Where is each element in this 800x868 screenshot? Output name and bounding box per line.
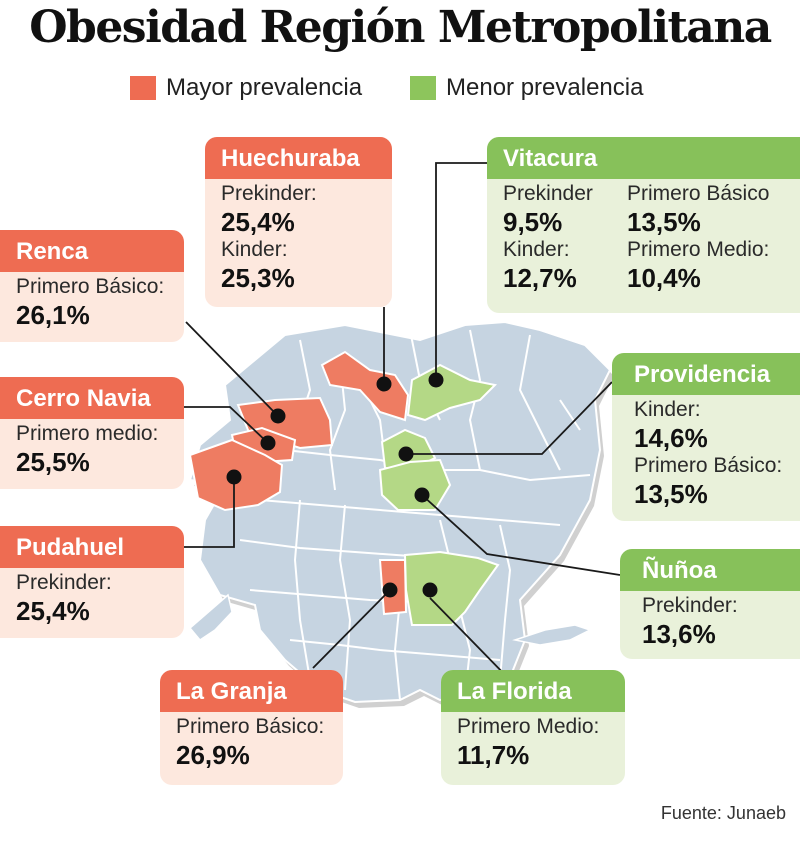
callout-vitacura: Vitacura Prekinder 9,5% Primero Básico 1… — [487, 137, 800, 313]
callout-vitacura-value-1: 9,5% — [503, 207, 563, 237]
legend-item-high: Mayor prevalencia — [130, 74, 362, 102]
connector-la-granja — [312, 589, 391, 669]
callout-huechuraba-value-1: 25,4% — [221, 207, 295, 237]
marker-vitacura — [428, 372, 444, 388]
callout-providencia-label-1: Kinder: — [634, 398, 701, 421]
high-prevalence-communes — [188, 350, 410, 616]
callout-providencia: Providencia Kinder: 14,6% Primero Básico… — [612, 353, 800, 521]
location-markers — [226, 372, 444, 598]
callout-providencia-value-2: 13,5% — [634, 479, 708, 509]
callout-huechuraba: Huechuraba Prekinder: 25,4% Kinder: 25,3… — [205, 137, 392, 307]
callout-la-granja-title: La Granja — [160, 670, 343, 712]
connector-providencia — [406, 381, 613, 455]
marker-renca — [270, 408, 286, 424]
callout-providencia-label-2: Primero Básico: — [634, 454, 783, 477]
callout-nunoa-value: 13,6% — [642, 619, 716, 649]
legend-label-high: Mayor prevalencia — [166, 74, 363, 101]
connector-renca — [185, 321, 279, 417]
river-branch — [188, 593, 233, 641]
callout-vitacura-title: Vitacura — [487, 137, 800, 179]
map-area-la-florida — [403, 550, 500, 626]
callout-providencia-value-1: 14,6% — [634, 423, 708, 453]
callout-cerro-navia-title: Cerro Navia — [0, 377, 184, 419]
callout-cerro-navia-value: 25,5% — [16, 447, 90, 477]
callout-nunoa-label: Prekinder: — [642, 594, 738, 617]
marker-providencia — [398, 446, 414, 462]
callout-huechuraba-label-1: Prekinder: — [221, 182, 317, 205]
callout-vitacura-label-4: Primero Medio: — [627, 238, 770, 261]
callout-vitacura-label-1: Prekinder — [503, 182, 593, 205]
callout-pudahuel-value: 25,4% — [16, 596, 90, 626]
callout-renca-title: Renca — [0, 230, 184, 272]
marker-huechuraba — [376, 376, 392, 392]
callout-providencia-title: Providencia — [612, 353, 800, 395]
legend-swatch-high — [130, 76, 156, 100]
callout-la-florida-label: Primero Medio: — [457, 715, 600, 738]
callout-cerro-navia-label: Primero medio: — [16, 422, 159, 445]
callout-vitacura-value-2: 13,5% — [627, 207, 701, 237]
callout-la-florida: La Florida Primero Medio: 11,7% — [441, 670, 625, 785]
connector-lines — [184, 162, 621, 684]
callout-vitacura-label-3: Kinder: — [503, 238, 570, 261]
callout-la-florida-title: La Florida — [441, 670, 625, 712]
callout-huechuraba-title: Huechuraba — [205, 137, 392, 179]
callout-renca-value: 26,1% — [16, 300, 90, 330]
callout-vitacura-value-4: 10,4% — [627, 263, 701, 293]
legend-label-low: Menor prevalencia — [446, 74, 644, 101]
callout-la-granja: La Granja Primero Básico: 26,9% — [160, 670, 343, 785]
legend-swatch-low — [410, 76, 436, 100]
callout-renca-label: Primero Básico: — [16, 275, 165, 298]
marker-la-granja — [382, 582, 398, 598]
map-area-nunoa — [378, 458, 452, 511]
callout-huechuraba-value-2: 25,3% — [221, 263, 295, 293]
connector-cerro-navia — [184, 406, 269, 444]
connector-nunoa — [421, 494, 621, 576]
marker-la-florida — [422, 582, 438, 598]
source-note: Fuente: Junaeb — [660, 803, 786, 823]
callout-pudahuel: Pudahuel Prekinder: 25,4% — [0, 526, 184, 638]
callout-vitacura-label-2: Primero Básico — [627, 182, 770, 205]
map-area-huechuraba — [320, 350, 410, 422]
callout-huechuraba-label-2: Kinder: — [221, 238, 288, 261]
marker-cerro-navia — [260, 435, 276, 451]
callout-renca: Renca Primero Básico: 26,1% — [0, 230, 184, 342]
callout-vitacura-value-3: 12,7% — [503, 263, 577, 293]
page-title: Obesidad Región Metropolitana — [29, 2, 772, 53]
callout-pudahuel-label: Prekinder: — [16, 571, 112, 594]
callout-la-florida-value: 11,7% — [457, 740, 530, 770]
callout-la-granja-label: Primero Básico: — [176, 715, 325, 738]
connector-pudahuel — [184, 477, 235, 548]
connector-vitacura — [435, 162, 487, 380]
river-branch-east — [512, 624, 592, 646]
callout-la-granja-value: 26,9% — [176, 740, 250, 770]
callout-nunoa: Ñuñoa Prekinder: 13,6% — [620, 549, 800, 659]
connector-la-florida — [429, 597, 514, 684]
callout-cerro-navia: Cerro Navia Primero medio: 25,5% — [0, 377, 184, 489]
marker-nunoa — [414, 487, 430, 503]
callout-pudahuel-title: Pudahuel — [0, 526, 184, 568]
legend-item-low: Menor prevalencia — [410, 74, 643, 102]
marker-pudahuel — [226, 469, 242, 485]
callout-nunoa-title: Ñuñoa — [620, 549, 800, 591]
